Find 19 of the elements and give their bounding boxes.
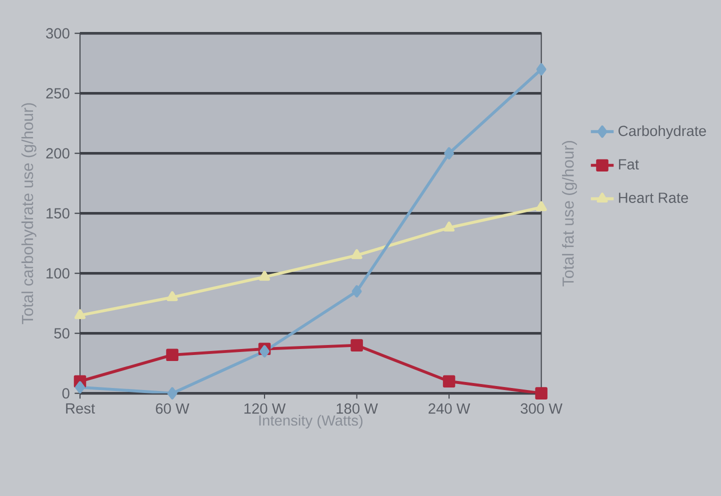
- x-axis-title: Intensity (Watts): [259, 414, 362, 429]
- legend-label: Fat: [618, 159, 639, 170]
- y-tick-label: 300: [46, 28, 70, 39]
- legend-label: Heart Rate: [618, 192, 688, 203]
- x-tick-label: 60 W: [156, 403, 190, 414]
- y-tick-label: 0: [62, 388, 70, 399]
- x-tick-label: Rest: [66, 403, 95, 414]
- y-tick-label: 150: [46, 208, 70, 219]
- legend-label: Carbohydrate: [618, 125, 706, 139]
- x-tick-label: 120 W: [244, 403, 286, 414]
- y-tick-label: 200: [46, 148, 70, 159]
- y-tick-label: 250: [46, 88, 70, 99]
- x-tick-label: 240 W: [428, 403, 470, 414]
- y-tick-label: 50: [54, 328, 70, 339]
- x-tick-label: 180 W: [336, 403, 378, 414]
- y-axis-title: Total carbohydrate use (g/hour): [21, 103, 36, 324]
- y-tick-label: 100: [46, 268, 70, 279]
- x-tick-label: 300 W: [520, 403, 562, 414]
- y2-axis-title: Total fat use (g/hour): [562, 140, 577, 286]
